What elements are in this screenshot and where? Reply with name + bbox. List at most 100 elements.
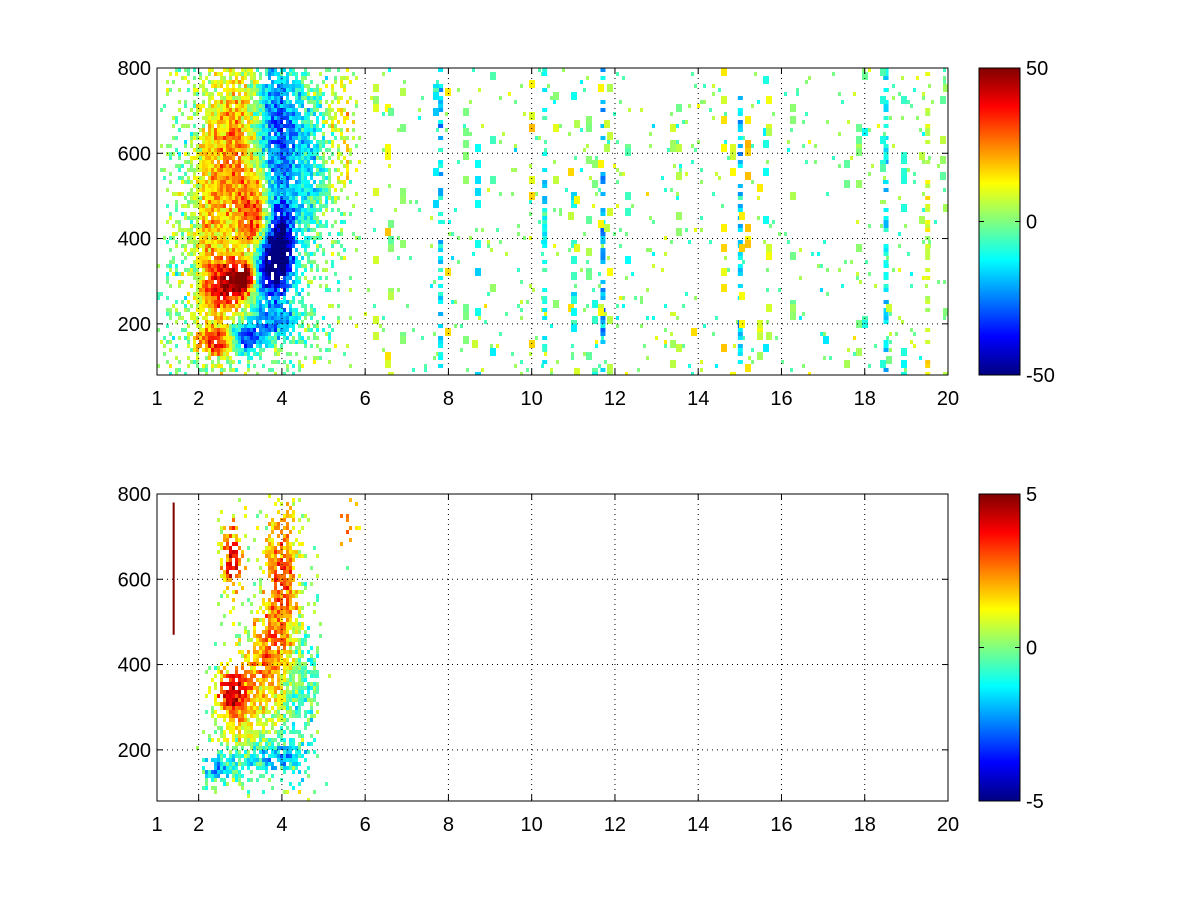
- heatmap-cell: [301, 296, 304, 300]
- heatmap-cell: [316, 248, 319, 252]
- heatmap-cell: [256, 212, 259, 216]
- heatmap-cell: [244, 312, 247, 316]
- heatmap-cell: [238, 754, 241, 758]
- heatmap-cell: [322, 192, 325, 196]
- heatmap-cell: [262, 662, 265, 666]
- heatmap-cell: [211, 288, 214, 292]
- heatmap-cell: [268, 550, 271, 554]
- heatmap-cell: [298, 220, 301, 224]
- heatmap-cell: [259, 88, 262, 92]
- heatmap-cell: [313, 220, 316, 224]
- heatmap-cell: [304, 152, 307, 156]
- heatmap-cell: [823, 240, 826, 244]
- heatmap-cell: [244, 88, 247, 92]
- heatmap-cell: [340, 112, 343, 116]
- heatmap-cell: [238, 240, 241, 244]
- heatmap-cell: [319, 236, 322, 240]
- heatmap-cell: [268, 742, 271, 746]
- heatmap-cell: [211, 184, 214, 188]
- heatmap-cell: [193, 100, 196, 104]
- heatmap-cell: [193, 360, 196, 364]
- heatmap-cell: [214, 132, 217, 136]
- heatmap-cell: [600, 340, 606, 344]
- heatmap-cell: [616, 324, 619, 328]
- heatmap-cell: [295, 256, 298, 260]
- heatmap-cell: [274, 558, 277, 562]
- heatmap-cell: [247, 348, 250, 352]
- heatmap-cell: [247, 128, 250, 132]
- heatmap-cell: [193, 156, 196, 160]
- heatmap-cell: [232, 252, 235, 256]
- heatmap-cell: [298, 132, 301, 136]
- heatmap-cell: [913, 332, 916, 336]
- heatmap-cell: [250, 356, 253, 360]
- heatmap-cell: [286, 280, 289, 284]
- heatmap-cell: [205, 92, 208, 96]
- heatmap-cell: [232, 518, 235, 522]
- heatmap-cell: [244, 72, 247, 76]
- heatmap-cell: [286, 336, 289, 340]
- heatmap-cell: [475, 228, 478, 232]
- heatmap-cell: [529, 192, 535, 200]
- heatmap-cell: [853, 352, 856, 356]
- heatmap-cell: [781, 360, 784, 364]
- heatmap-cell: [253, 172, 256, 176]
- heatmap-cell: [187, 88, 190, 92]
- heatmap-cell: [262, 332, 265, 336]
- heatmap-cell: [238, 622, 241, 626]
- heatmap-cell: [262, 132, 265, 136]
- heatmap-cell: [262, 176, 265, 180]
- heatmap-cell: [571, 256, 577, 264]
- heatmap-cell: [268, 300, 271, 304]
- heatmap-cell: [721, 116, 727, 124]
- heatmap-cell: [178, 168, 181, 172]
- heatmap-cell: [295, 284, 298, 288]
- heatmap-cell: [925, 140, 931, 144]
- heatmap-cell: [295, 212, 298, 216]
- heatmap-cell: [463, 124, 466, 128]
- heatmap-cell: [238, 730, 241, 734]
- heatmap-cell: [250, 72, 253, 76]
- heatmap-cell: [265, 706, 268, 710]
- heatmap-cell: [331, 128, 334, 132]
- heatmap-cell: [592, 300, 598, 308]
- heatmap-cell: [235, 252, 238, 256]
- heatmap-cell: [934, 220, 937, 224]
- heatmap-cell: [286, 136, 289, 140]
- heatmap-cell: [232, 136, 235, 140]
- heatmap-cell: [217, 236, 220, 240]
- heatmap-cell: [280, 554, 283, 558]
- heatmap-cell: [277, 276, 280, 280]
- heatmap-cell: [298, 180, 301, 184]
- heatmap-cell: [280, 630, 283, 634]
- heatmap-cell: [265, 244, 268, 248]
- heatmap-cell: [163, 344, 166, 348]
- heatmap-cell: [184, 328, 187, 332]
- heatmap-cell: [292, 152, 295, 156]
- heatmap-cell: [283, 136, 286, 140]
- heatmap-cell: [259, 288, 262, 292]
- heatmap-cell: [190, 248, 193, 252]
- heatmap-cell: [301, 72, 304, 76]
- heatmap-cell: [247, 280, 250, 284]
- heatmap-cell: [235, 192, 238, 196]
- heatmap-cell: [214, 232, 217, 236]
- heatmap-cell: [766, 268, 769, 272]
- heatmap-cell: [238, 702, 241, 706]
- heatmap-cell: [202, 80, 205, 84]
- heatmap-cell: [232, 324, 235, 328]
- heatmap-cell: [250, 638, 253, 642]
- heatmap-cell: [181, 204, 184, 208]
- heatmap-cell: [256, 84, 259, 88]
- heatmap-cell: [226, 336, 229, 340]
- heatmap-cell: [265, 332, 268, 336]
- heatmap-cell: [325, 196, 328, 200]
- heatmap-cell: [256, 112, 259, 116]
- heatmap-cell: [217, 84, 220, 88]
- heatmap-cell: [211, 112, 214, 116]
- heatmap-cell: [241, 308, 244, 312]
- heatmap-cell: [256, 754, 259, 758]
- heatmap-cell: [199, 272, 202, 276]
- heatmap-cell: [280, 348, 283, 352]
- heatmap-cell: [214, 176, 217, 180]
